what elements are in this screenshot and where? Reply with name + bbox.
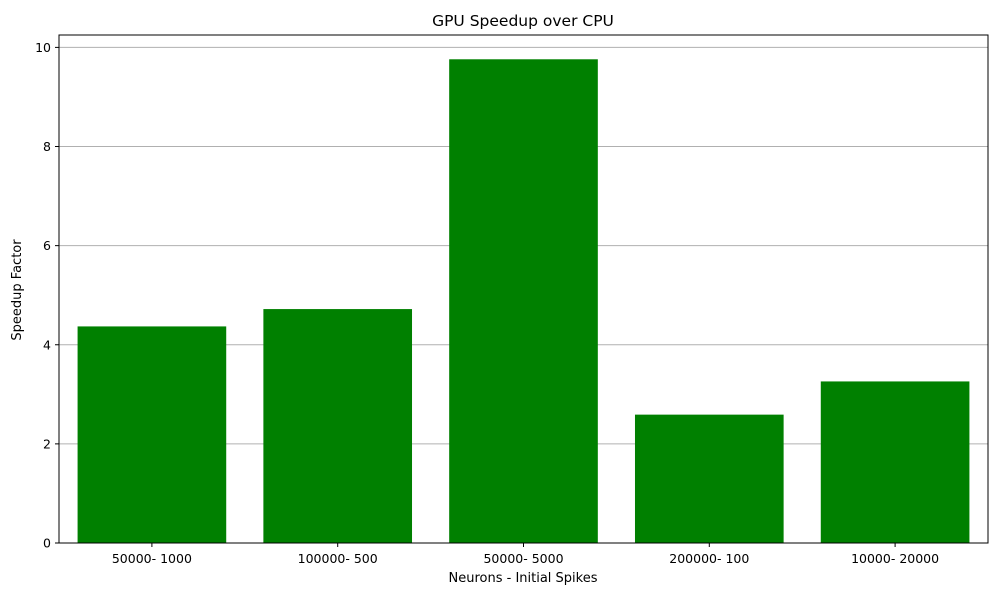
chart-title: GPU Speedup over CPU [432,12,614,30]
bar [634,414,784,543]
x-axis-label: Neurons - Initial Spikes [449,571,598,586]
bar [820,381,970,543]
x-tick-label: 200000- 100 [669,551,749,566]
y-tick-label: 2 [43,436,51,451]
bar [449,59,598,543]
x-tick-label: 50000- 5000 [483,551,563,566]
y-axis-label: Speedup Factor [10,239,25,341]
x-tick-label: 100000- 500 [298,551,378,566]
y-tick-label: 6 [43,238,51,253]
x-axis-ticks: 50000- 1000 100000- 500 50000- 5000 200000-… [112,543,939,566]
x-tick-label: 10000- 20000 [851,551,939,566]
x-tick-label: 50000- 1000 [112,551,192,566]
y-tick-label: 8 [43,139,51,154]
bar [77,326,227,543]
y-tick-label: 0 [43,536,51,551]
y-tick-label: 10 [35,40,51,55]
bars [77,59,970,543]
y-axis-ticks: 0 2 4 6 8 10 [35,40,59,551]
y-tick-label: 4 [43,337,51,352]
bar [263,309,413,543]
